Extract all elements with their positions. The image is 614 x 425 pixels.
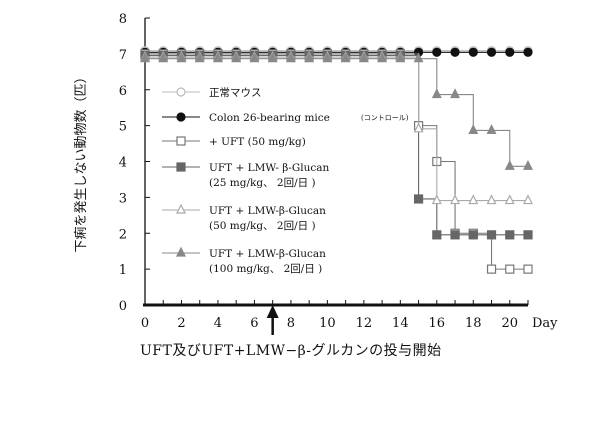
data-point (451, 196, 459, 204)
data-point (433, 231, 441, 239)
legend-label-line2: (50 mg/kg、 2回/日 ) (209, 220, 316, 232)
start-arrow-head (267, 305, 279, 318)
data-point (506, 48, 514, 56)
data-point (451, 48, 459, 56)
legend-label: UFT + LMW- β-Glucan (209, 162, 330, 174)
data-point (469, 196, 477, 204)
x-tick-label: 0 (141, 316, 149, 331)
data-point (524, 231, 532, 239)
annotation-layer (267, 305, 279, 335)
legend-entry: 正常マウス (162, 86, 262, 99)
series-line (145, 57, 528, 201)
data-point (506, 231, 514, 239)
data-point (488, 125, 496, 133)
legend-label-line2: (25 mg/kg、 2回/日 ) (209, 177, 316, 189)
x-tick-label: 12 (356, 316, 373, 331)
legend-marker (177, 113, 185, 121)
legend-marker (177, 248, 185, 256)
data-point (524, 265, 532, 273)
series-6 (141, 54, 532, 170)
treatment-start-caption: UFT及びUFT+LMW−β-グルカンの投与開始 (140, 340, 442, 360)
legend-label-note: (コントロール) (361, 114, 409, 122)
series-layer (141, 47, 532, 273)
data-point (469, 231, 477, 239)
y-tick-label: 1 (119, 263, 127, 278)
data-point (415, 195, 423, 203)
x-tick-label: 10 (319, 316, 336, 331)
data-point (433, 196, 441, 204)
data-point (506, 196, 514, 204)
data-point (488, 196, 496, 204)
legend-entry: UFT + LMW-β-Glucan (100 mg/kg、 2回/日 ) (162, 248, 326, 275)
series-3 (141, 50, 532, 273)
data-point (524, 196, 532, 204)
data-point (451, 90, 459, 98)
legend-marker (177, 88, 185, 96)
data-point (469, 48, 477, 56)
y-tick-label: 6 (119, 84, 127, 99)
y-axis-label: 下痢を発生しない動物数（匹） (73, 70, 89, 252)
legend-marker (177, 205, 185, 213)
y-tick-label: 2 (119, 227, 127, 242)
legend-label: 正常マウス (209, 86, 262, 99)
legend-entry: UFT + LMW- β-Glucan (25 mg/kg、 2回/日 ) (162, 162, 330, 189)
series-line (145, 59, 528, 167)
y-tick-label: 5 (119, 120, 127, 135)
data-point (488, 265, 496, 273)
data-point (469, 125, 477, 133)
x-axis-label: Day (532, 316, 558, 331)
data-point (451, 231, 459, 239)
legend-label: UFT + LMW-β-Glucan (209, 248, 326, 260)
x-tick-label: 18 (465, 316, 482, 331)
y-tick-label: 7 (119, 48, 127, 63)
legend-label: Colon 26-bearing mice (209, 112, 330, 124)
legend: 正常マウス Colon 26-bearing mice (コントロール) + UFT … (162, 86, 409, 275)
x-tick-label: 16 (429, 316, 446, 331)
legend-entry: + UFT (50 mg/kg) (162, 136, 306, 148)
y-tick-label: 3 (119, 191, 127, 206)
legend-marker (177, 163, 185, 171)
legend-entry: Colon 26-bearing mice (コントロール) (162, 112, 409, 124)
y-tick-label: 4 (119, 156, 127, 171)
x-tick-label: 14 (392, 316, 409, 331)
legend-label: + UFT (50 mg/kg) (209, 136, 306, 148)
y-tick-label: 8 (119, 12, 127, 27)
data-point (433, 90, 441, 98)
data-point (488, 231, 496, 239)
series-4 (141, 51, 532, 238)
x-tick-label: 8 (287, 316, 295, 331)
series-line (145, 55, 528, 234)
legend-marker (177, 137, 185, 145)
legend-label-line2: (100 mg/kg、 2回/日 ) (209, 263, 322, 275)
data-point (506, 265, 514, 273)
data-point (524, 161, 532, 169)
x-tick-label: 20 (501, 316, 518, 331)
data-point (433, 48, 441, 56)
legend-entry: UFT + LMW-β-Glucan (50 mg/kg、 2回/日 ) (162, 205, 326, 232)
data-point (488, 48, 496, 56)
x-tick-label: 4 (214, 316, 222, 331)
data-point (524, 48, 532, 56)
y-tick-label: 0 (119, 299, 127, 314)
x-tick-label: 2 (177, 316, 185, 331)
x-tick-label: 6 (250, 316, 258, 331)
data-point (506, 161, 514, 169)
legend-label: UFT + LMW-β-Glucan (209, 205, 326, 217)
